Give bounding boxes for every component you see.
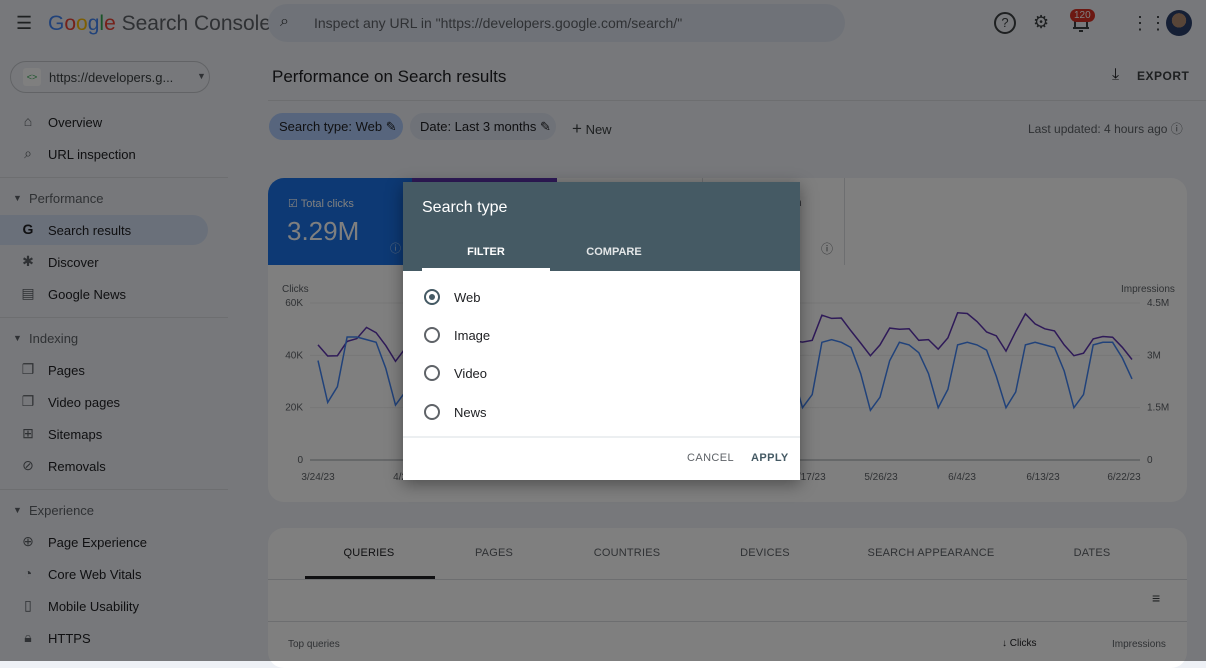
option-label: Web: [454, 290, 481, 305]
option-label: Image: [454, 328, 491, 343]
radio-video[interactable]: [424, 365, 440, 381]
divider: [403, 436, 800, 438]
tab-compare[interactable]: COMPARE: [586, 246, 642, 258]
dialog-header: Search type FILTER COMPARE: [403, 182, 800, 271]
tab-filter[interactable]: FILTER: [467, 246, 505, 258]
apply-button[interactable]: APPLY: [751, 452, 789, 464]
radio-web[interactable]: [424, 289, 440, 305]
active-tab-indicator: [422, 268, 550, 271]
dialog-title: Search type: [422, 199, 508, 216]
option-label: News: [454, 405, 487, 420]
radio-image[interactable]: [424, 327, 440, 343]
search-type-dialog: Search type FILTER COMPARE Web Image Vid…: [403, 182, 800, 480]
radio-news[interactable]: [424, 404, 440, 420]
option-label: Video: [454, 366, 488, 381]
cancel-button[interactable]: CANCEL: [687, 452, 735, 464]
